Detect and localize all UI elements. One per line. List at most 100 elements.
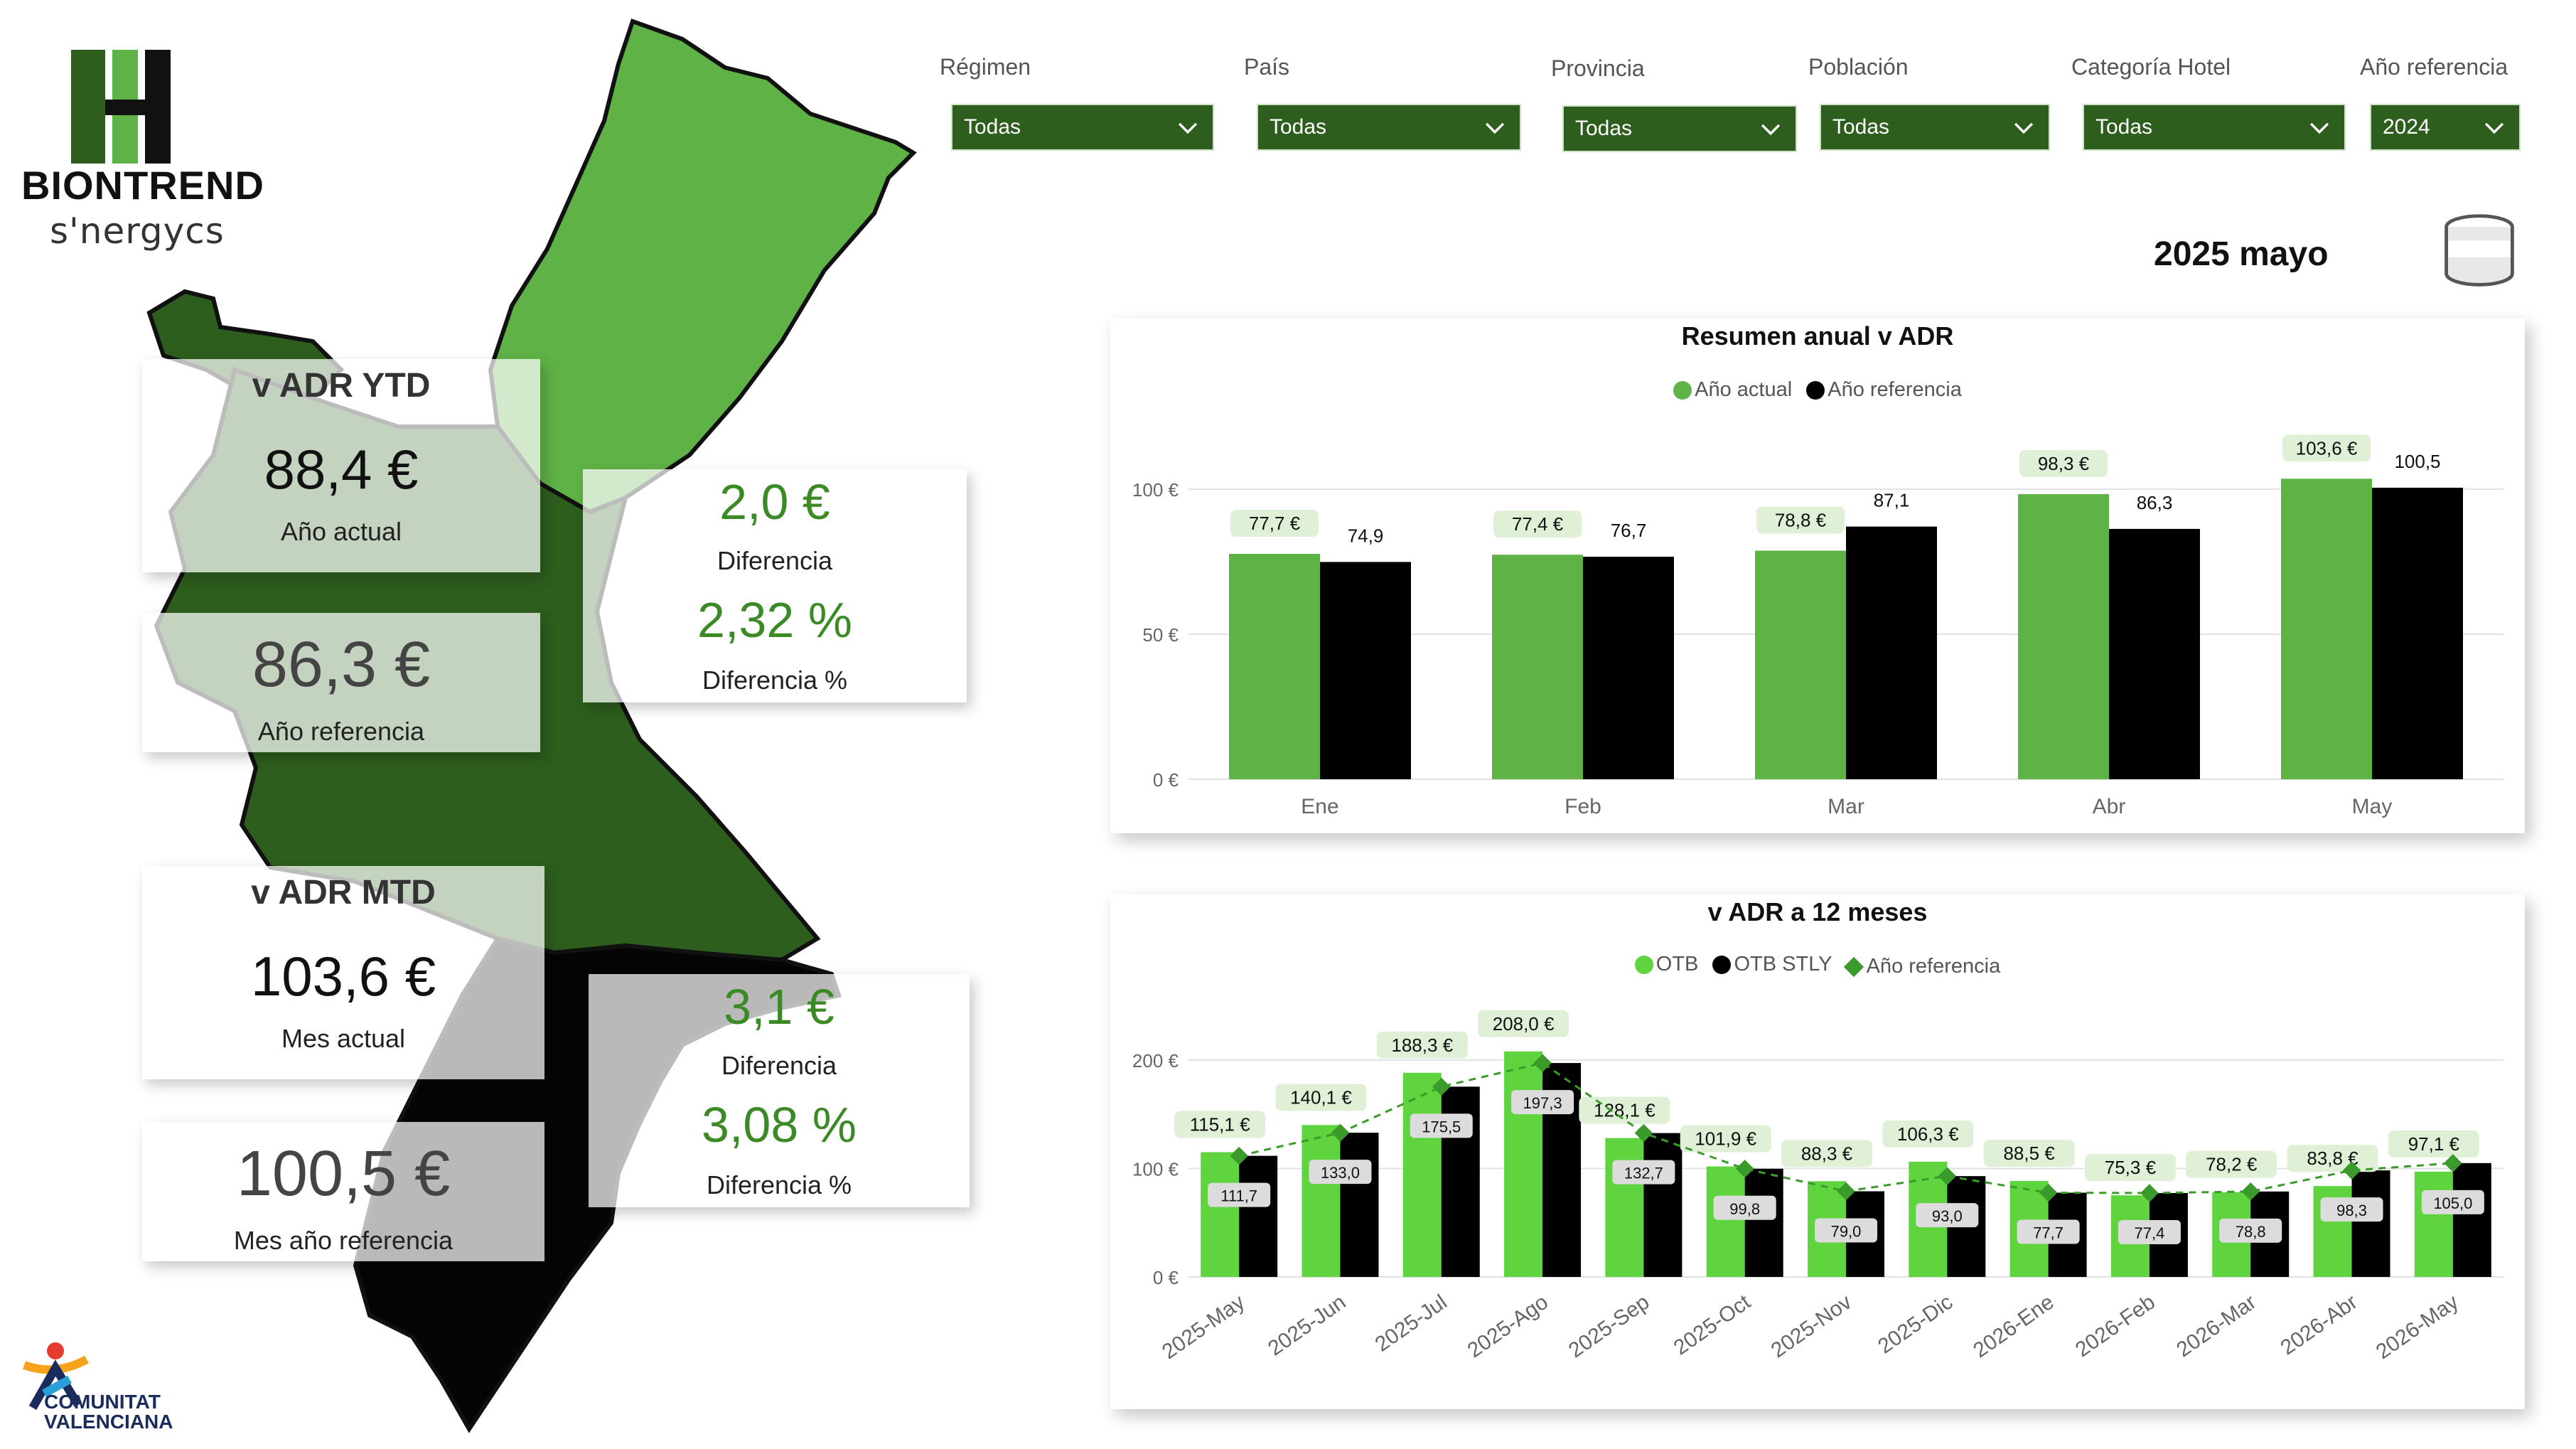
biontrend-logo-icon: [71, 50, 171, 164]
data-label: 132,7: [1624, 1165, 1663, 1182]
bar-otb: [1302, 1125, 1341, 1277]
brand-sub: s'nergycs: [50, 210, 225, 252]
data-label: 101,9 €: [1695, 1128, 1756, 1150]
data-label: 208,0 €: [1493, 1013, 1555, 1034]
x-tick-label: Mar: [1828, 795, 1864, 818]
data-label: 175,5: [1422, 1118, 1461, 1135]
y-tick-label: 0 €: [1153, 769, 1179, 791]
x-tick-label: 2026-Ene: [1969, 1290, 2059, 1363]
bar-otb: [1201, 1152, 1240, 1277]
chevron-down-icon: [2014, 122, 2034, 134]
x-tick-label: 2025-Jul: [1371, 1290, 1451, 1357]
ytd-diff-label: Diferencia: [717, 546, 833, 575]
x-tick-label: 2025-Nov: [1767, 1290, 1856, 1363]
bar-anio-actual: [1755, 550, 1846, 779]
legend-swatch: [1673, 380, 1692, 400]
chevron-down-icon: [1761, 124, 1781, 136]
data-label-bg: [1511, 1090, 1574, 1115]
annual-adr-chart-panel: Resumen anual v ADR Año actual Año refer…: [1110, 319, 2525, 833]
data-label: 87,1: [1874, 490, 1910, 511]
data-label-bg: [1478, 1010, 1569, 1037]
data-label-bg: [1713, 1195, 1776, 1220]
filter-anio-select[interactable]: 2024: [2370, 104, 2521, 151]
ytd-ref-card: 86,3 € Año referencia: [142, 613, 540, 752]
comunitat-valenciana-logo-icon: [22, 1342, 89, 1410]
data-label: 75,3 €: [2105, 1157, 2157, 1178]
database-icon[interactable]: [2438, 210, 2521, 293]
filter-pais-select[interactable]: Todas: [1257, 104, 1521, 151]
x-tick-label: 2026-May: [2372, 1290, 2463, 1364]
chevron-down-icon: [1485, 122, 1505, 134]
filter-poblacion-select[interactable]: Todas: [1820, 104, 2050, 151]
data-label: 79,0: [1831, 1223, 1862, 1241]
cv-name-line2: VALENCIANA: [44, 1411, 173, 1433]
period-label: 2025 mayo: [2154, 235, 2329, 273]
legend-item[interactable]: OTB: [1634, 953, 1698, 976]
data-label: 111,7: [1220, 1187, 1257, 1205]
marker-anio-referencia: [1938, 1167, 1957, 1185]
rolling-adr-chart-panel: v ADR a 12 meses OTB OTB STLY Año refere…: [1110, 894, 2525, 1409]
data-label: 128,1 €: [1594, 1100, 1655, 1121]
legend-item[interactable]: Año referencia: [1806, 378, 1962, 402]
bar-otb: [1706, 1166, 1745, 1277]
data-label: 105,0: [2433, 1194, 2472, 1212]
x-tick-label: 2025-Jun: [1264, 1290, 1350, 1361]
ytd-diffpct-value: 2,32 %: [697, 592, 852, 648]
bar-otb: [1605, 1138, 1644, 1277]
data-label: 93,0: [1932, 1207, 1963, 1225]
filter-categoria-select[interactable]: Todas: [2083, 104, 2346, 151]
legend-label: Año referencia: [1866, 955, 2001, 978]
data-label-bg: [1983, 1140, 2075, 1167]
data-label: 86,3: [2137, 492, 2173, 513]
chart-title: Resumen anual v ADR: [1681, 321, 1954, 351]
bar-otb-stly: [2452, 1162, 2491, 1277]
mtd-ref-card: 100,5 € Mes año referencia: [142, 1122, 544, 1261]
data-label: 140,1 €: [1290, 1086, 1352, 1108]
mtd-actual-card: v ADR MTD 103,6 € Mes actual: [142, 866, 544, 1079]
chevron-down-icon: [2309, 122, 2329, 134]
filter-regimen-select[interactable]: Todas: [951, 104, 1214, 151]
legend-item[interactable]: Año referencia: [1843, 955, 2001, 978]
data-label: 77,4 €: [1512, 513, 1564, 535]
chevron-down-icon: [1178, 122, 1198, 134]
ytd-diff-value: 2,0 €: [719, 474, 830, 530]
data-label: 115,1 €: [1190, 1113, 1250, 1135]
filter-label-provincia: Provincia: [1551, 55, 1645, 81]
data-label: 78,8: [2236, 1223, 2266, 1241]
legend-item[interactable]: OTB STLY: [1712, 953, 1832, 976]
chart-title: v ADR a 12 meses: [1707, 897, 1928, 926]
data-label-bg: [2219, 1218, 2282, 1243]
filter-value: Todas: [964, 115, 1021, 139]
marker-anio-referencia: [1432, 1077, 1451, 1096]
x-tick-label: Ene: [1301, 795, 1338, 818]
bar-otb-stly: [2351, 1170, 2390, 1277]
data-label-bg: [1781, 1140, 1872, 1167]
bar-anio-actual: [1229, 553, 1320, 779]
mtd-ref-value: 100,5 €: [236, 1138, 451, 1209]
chart-legend: OTB OTB STLY Año referencia: [1110, 953, 2525, 980]
legend-label: Año actual: [1695, 378, 1793, 401]
ytd-diffpct-label: Diferencia %: [702, 665, 848, 695]
data-label: 78,8 €: [1775, 509, 1827, 530]
ytd-ref-label: Año referencia: [257, 717, 425, 746]
bar-otb: [1504, 1051, 1543, 1277]
bar-anio-actual: [2018, 493, 2109, 779]
bar-anio-referencia: [2109, 528, 2200, 779]
chevron-down-icon: [2484, 122, 2504, 134]
data-label-bg: [1493, 510, 1582, 538]
y-tick-label: 100 €: [1132, 479, 1179, 501]
data-label-bg: [2282, 434, 2371, 462]
bar-otb-stly: [1744, 1168, 1783, 1277]
filter-value: Todas: [1575, 117, 1633, 140]
legend-item[interactable]: Año actual: [1673, 378, 1792, 402]
filter-value: 2024: [2383, 115, 2430, 139]
bar-anio-actual: [2281, 478, 2372, 779]
x-tick-label: May: [2352, 795, 2393, 818]
x-tick-label: 2026-Feb: [2071, 1290, 2159, 1362]
bar-otb-stly: [1340, 1133, 1379, 1277]
filter-provincia-select[interactable]: Todas: [1562, 105, 1797, 152]
x-tick-label: 2025-Dic: [1874, 1290, 1957, 1359]
filter-value: Todas: [1832, 115, 1890, 139]
mtd-diff-label: Diferencia: [721, 1051, 837, 1080]
bar-anio-actual: [1492, 555, 1583, 779]
